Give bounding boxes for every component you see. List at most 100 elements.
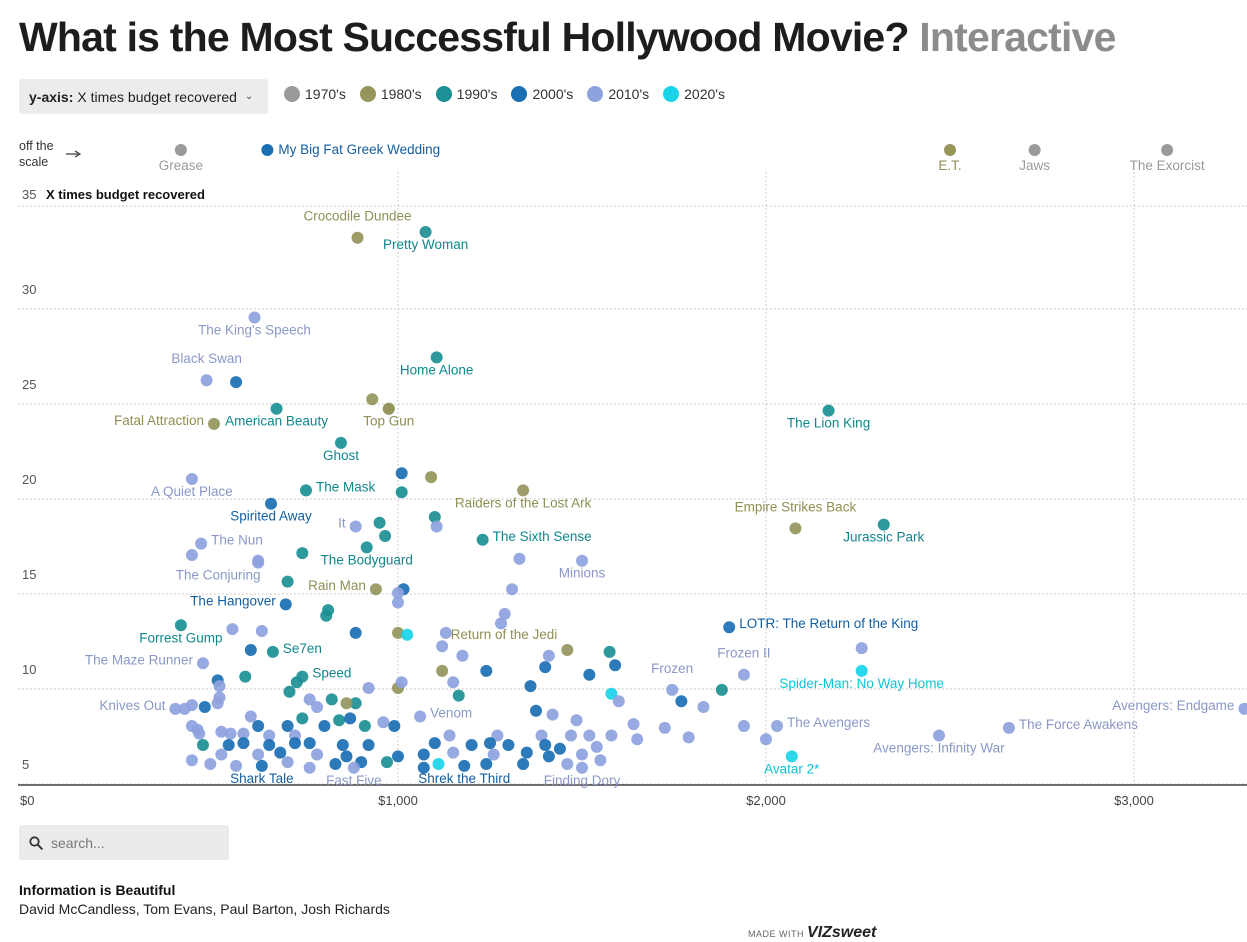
- data-point[interactable]: [487, 748, 500, 761]
- data-point[interactable]: [281, 575, 294, 588]
- data-point[interactable]: [855, 642, 868, 655]
- data-point[interactable]: [491, 729, 504, 742]
- data-point[interactable]: [296, 547, 309, 560]
- data-point[interactable]: [239, 670, 252, 683]
- data-point[interactable]: [785, 750, 798, 763]
- data-point[interactable]: [484, 737, 496, 750]
- data-point[interactable]: [252, 720, 265, 732]
- data-point[interactable]: [208, 417, 220, 430]
- data-point[interactable]: [789, 522, 802, 535]
- data-point[interactable]: [318, 720, 331, 732]
- data-point[interactable]: [174, 619, 187, 632]
- data-point[interactable]: [255, 759, 268, 772]
- data-point[interactable]: [737, 668, 750, 681]
- data-point[interactable]: [447, 676, 460, 689]
- data-point[interactable]: [428, 511, 441, 523]
- data-point[interactable]: [392, 596, 404, 609]
- data-point[interactable]: [200, 374, 213, 387]
- data-point[interactable]: [425, 471, 438, 484]
- yaxis-dropdown[interactable]: y-axis: X times budget recovered ⌄: [19, 79, 268, 114]
- data-point[interactable]: [169, 702, 182, 715]
- data-point[interactable]: [196, 739, 209, 751]
- data-point[interactable]: [395, 486, 408, 499]
- data-point[interactable]: [439, 626, 452, 639]
- data-point[interactable]: [542, 649, 555, 662]
- data-point[interactable]: [675, 695, 688, 708]
- data-point[interactable]: [195, 537, 208, 550]
- data-point[interactable]: [495, 617, 508, 630]
- data-point[interactable]: [252, 556, 265, 569]
- data-point[interactable]: [428, 737, 441, 750]
- search-box[interactable]: [19, 825, 229, 860]
- data-point[interactable]: [215, 725, 228, 738]
- data-point[interactable]: [605, 687, 618, 700]
- data-point[interactable]: [395, 467, 408, 480]
- data-point[interactable]: [222, 739, 235, 751]
- data-point[interactable]: [594, 754, 607, 767]
- data-point[interactable]: [535, 729, 548, 742]
- data-point[interactable]: [329, 758, 342, 770]
- data-point[interactable]: [612, 695, 625, 708]
- made-with-badge[interactable]: MADE WITH VIZsweet: [748, 924, 876, 942]
- data-point[interactable]: [237, 727, 250, 740]
- data-point[interactable]: [303, 761, 316, 774]
- data-point[interactable]: [366, 393, 379, 406]
- data-point[interactable]: [715, 683, 728, 696]
- data-point[interactable]: [362, 682, 375, 694]
- data-point[interactable]: [303, 693, 316, 706]
- data-point[interactable]: [443, 729, 456, 742]
- data-point[interactable]: [340, 750, 353, 763]
- data-point[interactable]: [290, 676, 303, 689]
- data-point[interactable]: [436, 640, 449, 653]
- data-point[interactable]: [392, 626, 404, 639]
- data-point[interactable]: [771, 720, 784, 732]
- data-point[interactable]: [576, 554, 588, 567]
- data-point[interactable]: [230, 759, 243, 772]
- data-point[interactable]: [274, 746, 287, 759]
- data-point[interactable]: [320, 609, 333, 622]
- data-point[interactable]: [263, 739, 276, 751]
- data-point[interactable]: [226, 623, 239, 636]
- data-point[interactable]: [362, 739, 375, 751]
- data-point[interactable]: [520, 746, 533, 759]
- data-point[interactable]: [263, 729, 276, 742]
- data-point[interactable]: [351, 231, 364, 244]
- data-point[interactable]: [270, 402, 283, 415]
- data-point[interactable]: [360, 541, 373, 554]
- data-point[interactable]: [530, 704, 542, 717]
- data-point[interactable]: [334, 436, 347, 449]
- data-point[interactable]: [349, 520, 362, 533]
- data-point[interactable]: [349, 626, 362, 639]
- offscale-point[interactable]: [261, 144, 274, 156]
- data-point[interactable]: [333, 714, 346, 727]
- data-point[interactable]: [283, 685, 296, 698]
- data-point[interactable]: [281, 720, 294, 732]
- legend-item-1970s[interactable]: 1970's: [284, 86, 346, 102]
- data-point[interactable]: [576, 761, 588, 774]
- data-point[interactable]: [296, 712, 309, 725]
- data-point[interactable]: [603, 645, 616, 658]
- data-point[interactable]: [380, 756, 393, 769]
- data-point[interactable]: [288, 737, 301, 750]
- data-point[interactable]: [392, 750, 404, 763]
- data-point[interactable]: [590, 740, 603, 753]
- data-point[interactable]: [682, 731, 695, 744]
- data-point[interactable]: [392, 587, 404, 599]
- data-point[interactable]: [447, 746, 460, 759]
- legend-item-1990s[interactable]: 1990's: [435, 86, 497, 102]
- data-point[interactable]: [760, 733, 772, 746]
- data-point[interactable]: [570, 714, 583, 727]
- legend-item-2020s[interactable]: 2020's: [663, 86, 725, 102]
- data-point[interactable]: [379, 530, 392, 542]
- data-point[interactable]: [311, 701, 324, 713]
- data-point[interactable]: [436, 664, 449, 677]
- data-point[interactable]: [666, 683, 679, 696]
- data-point[interactable]: [311, 748, 324, 761]
- offscale-point[interactable]: [944, 144, 956, 156]
- data-point[interactable]: [198, 701, 211, 713]
- data-point[interactable]: [279, 598, 292, 611]
- data-point[interactable]: [185, 549, 198, 561]
- data-point[interactable]: [855, 664, 868, 677]
- data-point[interactable]: [204, 758, 217, 770]
- data-point[interactable]: [658, 721, 671, 734]
